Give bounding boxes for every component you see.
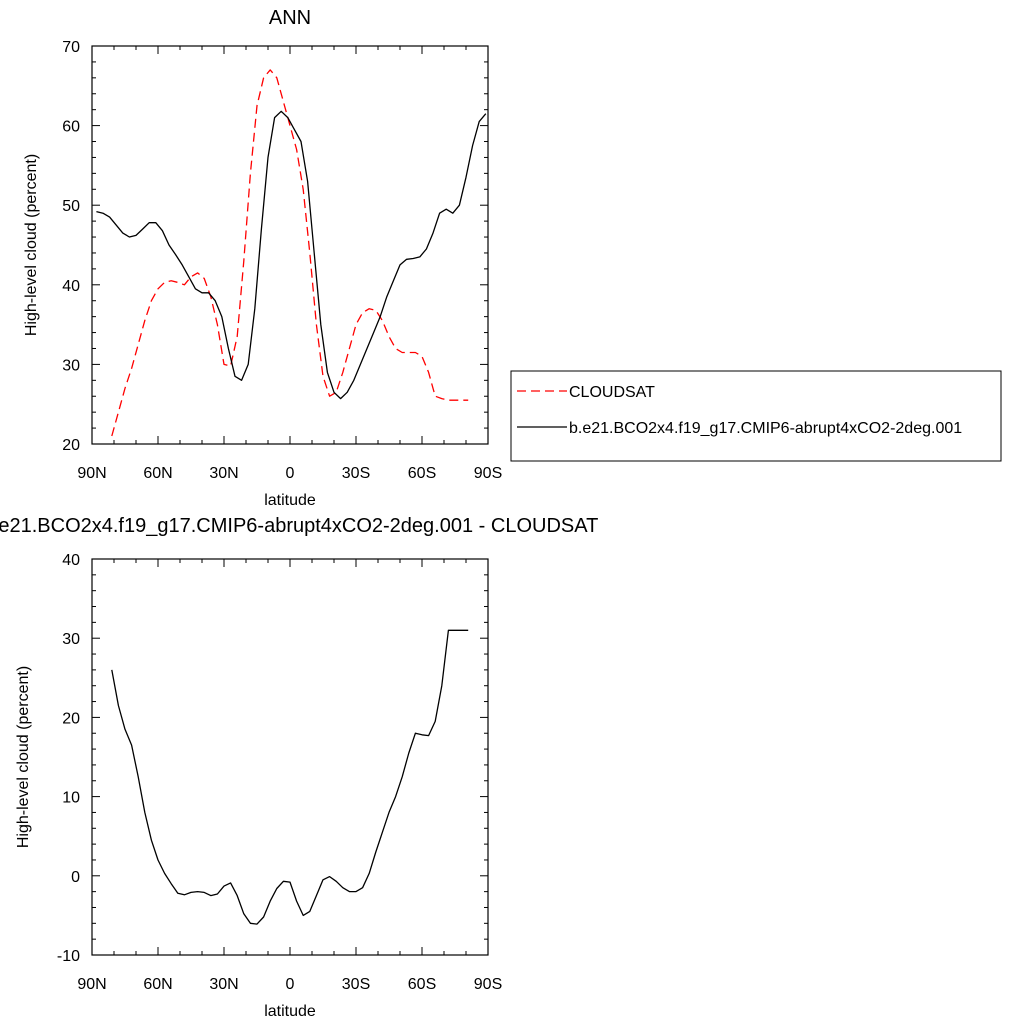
y-tick-label: 20: [62, 437, 80, 454]
y-tick-label: 40: [62, 552, 80, 569]
chart-panel-2: b.e21.BCO2x4.f19_g17.CMIP6-abrupt4xCO2-2…: [0, 515, 598, 1020]
y-tick-label: 30: [62, 631, 80, 648]
chart-title: ANN: [269, 7, 311, 29]
x-tick-label: 0: [286, 465, 295, 482]
y-tick-label: 20: [62, 710, 80, 727]
y-tick-label: 40: [62, 278, 80, 295]
y-tick-label: 30: [62, 357, 80, 374]
x-tick-label: 60S: [408, 976, 436, 993]
legend-box: [510, 370, 1002, 462]
x-tick-label: 90S: [474, 465, 502, 482]
x-tick-label: 60N: [143, 465, 172, 482]
chart-title: b.e21.BCO2x4.f19_g17.CMIP6-abrupt4xCO2-2…: [0, 515, 598, 537]
series-line-b-e21-bco2x4-f19-g17-cmip6-abrupt4xco2-2: [96, 110, 487, 400]
y-axis-label: High-level cloud (percent): [23, 154, 40, 336]
legend-entry-label: CLOUDSAT: [569, 384, 655, 401]
y-axis-label: High-level cloud (percent): [15, 666, 32, 848]
chart-panel-1: ANN 90N 60N 30N 0 30S 60S 90S 20 30 40 50 60 70 latitu…: [23, 7, 1002, 509]
y-tick-label: 0: [71, 869, 80, 886]
series-line-cloudsat: [111, 69, 469, 437]
y-tick-label: 60: [62, 119, 80, 136]
legend-entry-label: b.e21.BCO2x4.f19_g17.CMIP6-abrupt4xCO2-2…: [569, 420, 962, 437]
x-tick-label: 90N: [77, 465, 106, 482]
x-tick-label: 90N: [77, 976, 106, 993]
y-tick-label: 70: [62, 39, 80, 56]
x-axis-label: latitude: [264, 492, 316, 509]
x-tick-label: 60N: [143, 976, 172, 993]
x-tick-label: 30N: [209, 976, 238, 993]
y-tick-label: -10: [57, 948, 80, 965]
x-tick-label: 30S: [342, 976, 370, 993]
x-tick-label: 30N: [209, 465, 238, 482]
series-line-difference: [111, 629, 469, 925]
legend: CLOUDSAT b.e21.BCO2x4.f19_g17.CMIP6-abrup…: [510, 370, 1002, 462]
y-tick-label: 50: [62, 198, 80, 215]
x-axis-label: latitude: [264, 1003, 316, 1020]
plot-frame: [91, 558, 489, 956]
x-tick-label: 0: [286, 976, 295, 993]
x-tick-label: 30S: [342, 465, 370, 482]
y-tick-label: 10: [62, 790, 80, 807]
x-tick-label: 60S: [408, 465, 436, 482]
x-tick-label: 90S: [474, 976, 502, 993]
